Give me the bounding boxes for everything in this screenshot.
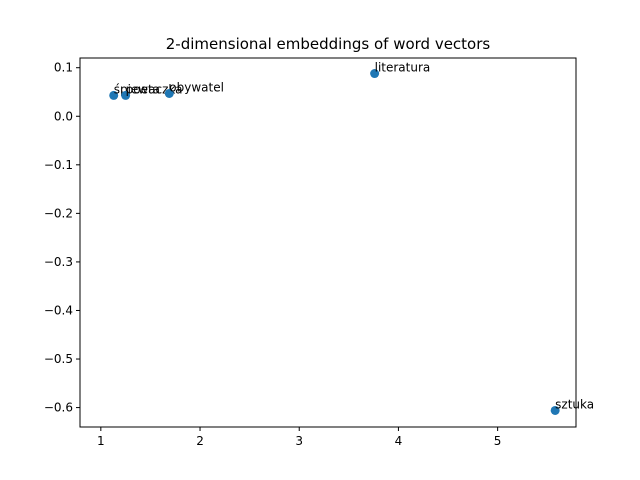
x-tick-label: 4 xyxy=(395,434,403,448)
y-tick-label: 0.0 xyxy=(54,109,73,123)
y-tick-label: 0.1 xyxy=(54,61,73,75)
x-tick-label: 5 xyxy=(494,434,502,448)
x-tick-label: 2 xyxy=(196,434,204,448)
x-tick-label: 3 xyxy=(295,434,303,448)
y-tick-label: −0.6 xyxy=(44,401,73,415)
data-point xyxy=(164,88,174,98)
x-tick-label: 1 xyxy=(97,434,105,448)
x-axis: 1 2 3 4 5 xyxy=(97,427,501,448)
point-label: poeta xyxy=(126,82,160,96)
y-axis: 0.1 0.0 −0.1 −0.2 −0.3 −0.4 −0.5 −0.6 xyxy=(44,61,80,415)
y-tick-label: −0.4 xyxy=(44,303,73,317)
data-point xyxy=(370,69,380,79)
y-tick-label: −0.2 xyxy=(44,206,73,220)
point-label: obywatel xyxy=(169,80,224,94)
y-tick-label: −0.5 xyxy=(44,352,73,366)
data-point xyxy=(121,90,131,100)
data-point xyxy=(109,90,119,100)
chart-title: 2-dimensional embeddings of word vectors xyxy=(166,35,491,53)
point-label: sztuka xyxy=(555,397,594,411)
y-tick-label: −0.1 xyxy=(44,158,73,172)
plot-frame xyxy=(79,57,577,428)
y-tick-label: −0.3 xyxy=(44,255,73,269)
data-point xyxy=(550,405,560,415)
point-label: literatura xyxy=(375,61,431,75)
